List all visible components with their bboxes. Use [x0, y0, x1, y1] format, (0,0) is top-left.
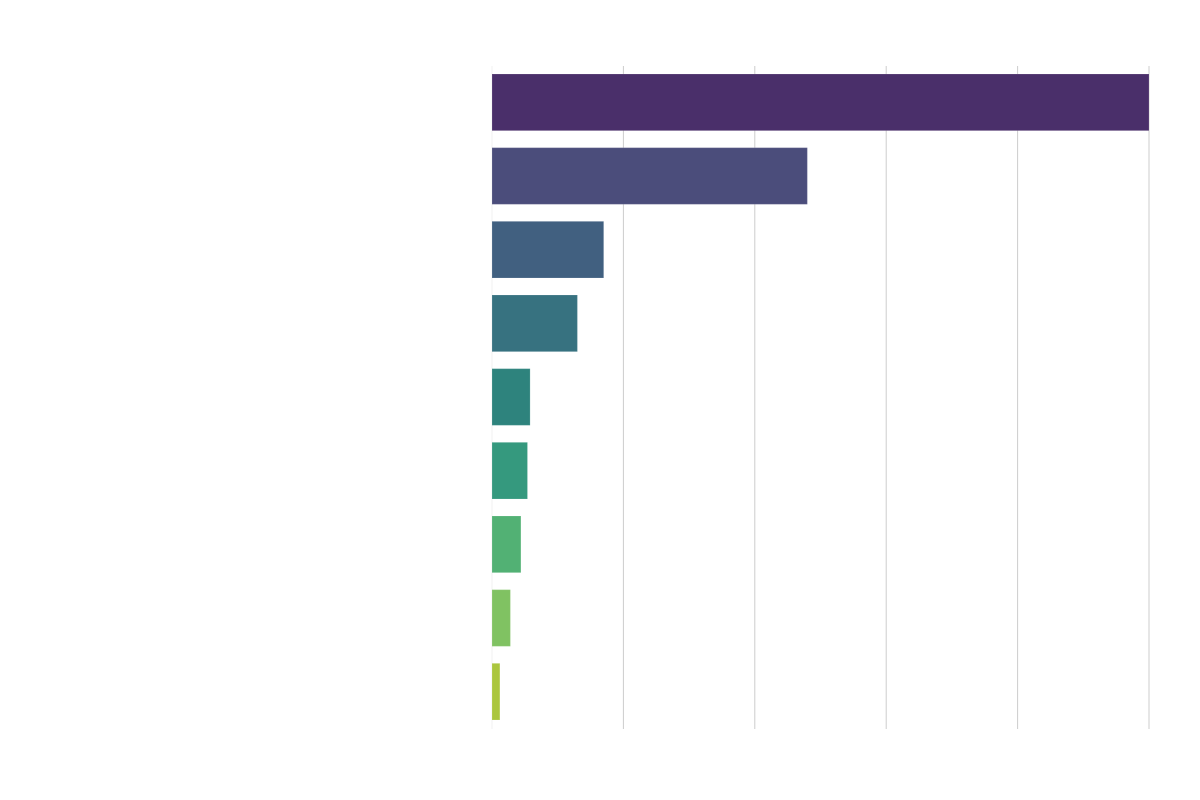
bar [491, 220, 605, 279]
bar [491, 515, 522, 574]
bar [491, 662, 501, 721]
bar [491, 368, 531, 426]
bar [491, 294, 578, 353]
bar [491, 589, 511, 647]
bar [491, 73, 1150, 132]
bar [491, 147, 808, 205]
bars [491, 73, 1150, 721]
bar [491, 441, 528, 500]
